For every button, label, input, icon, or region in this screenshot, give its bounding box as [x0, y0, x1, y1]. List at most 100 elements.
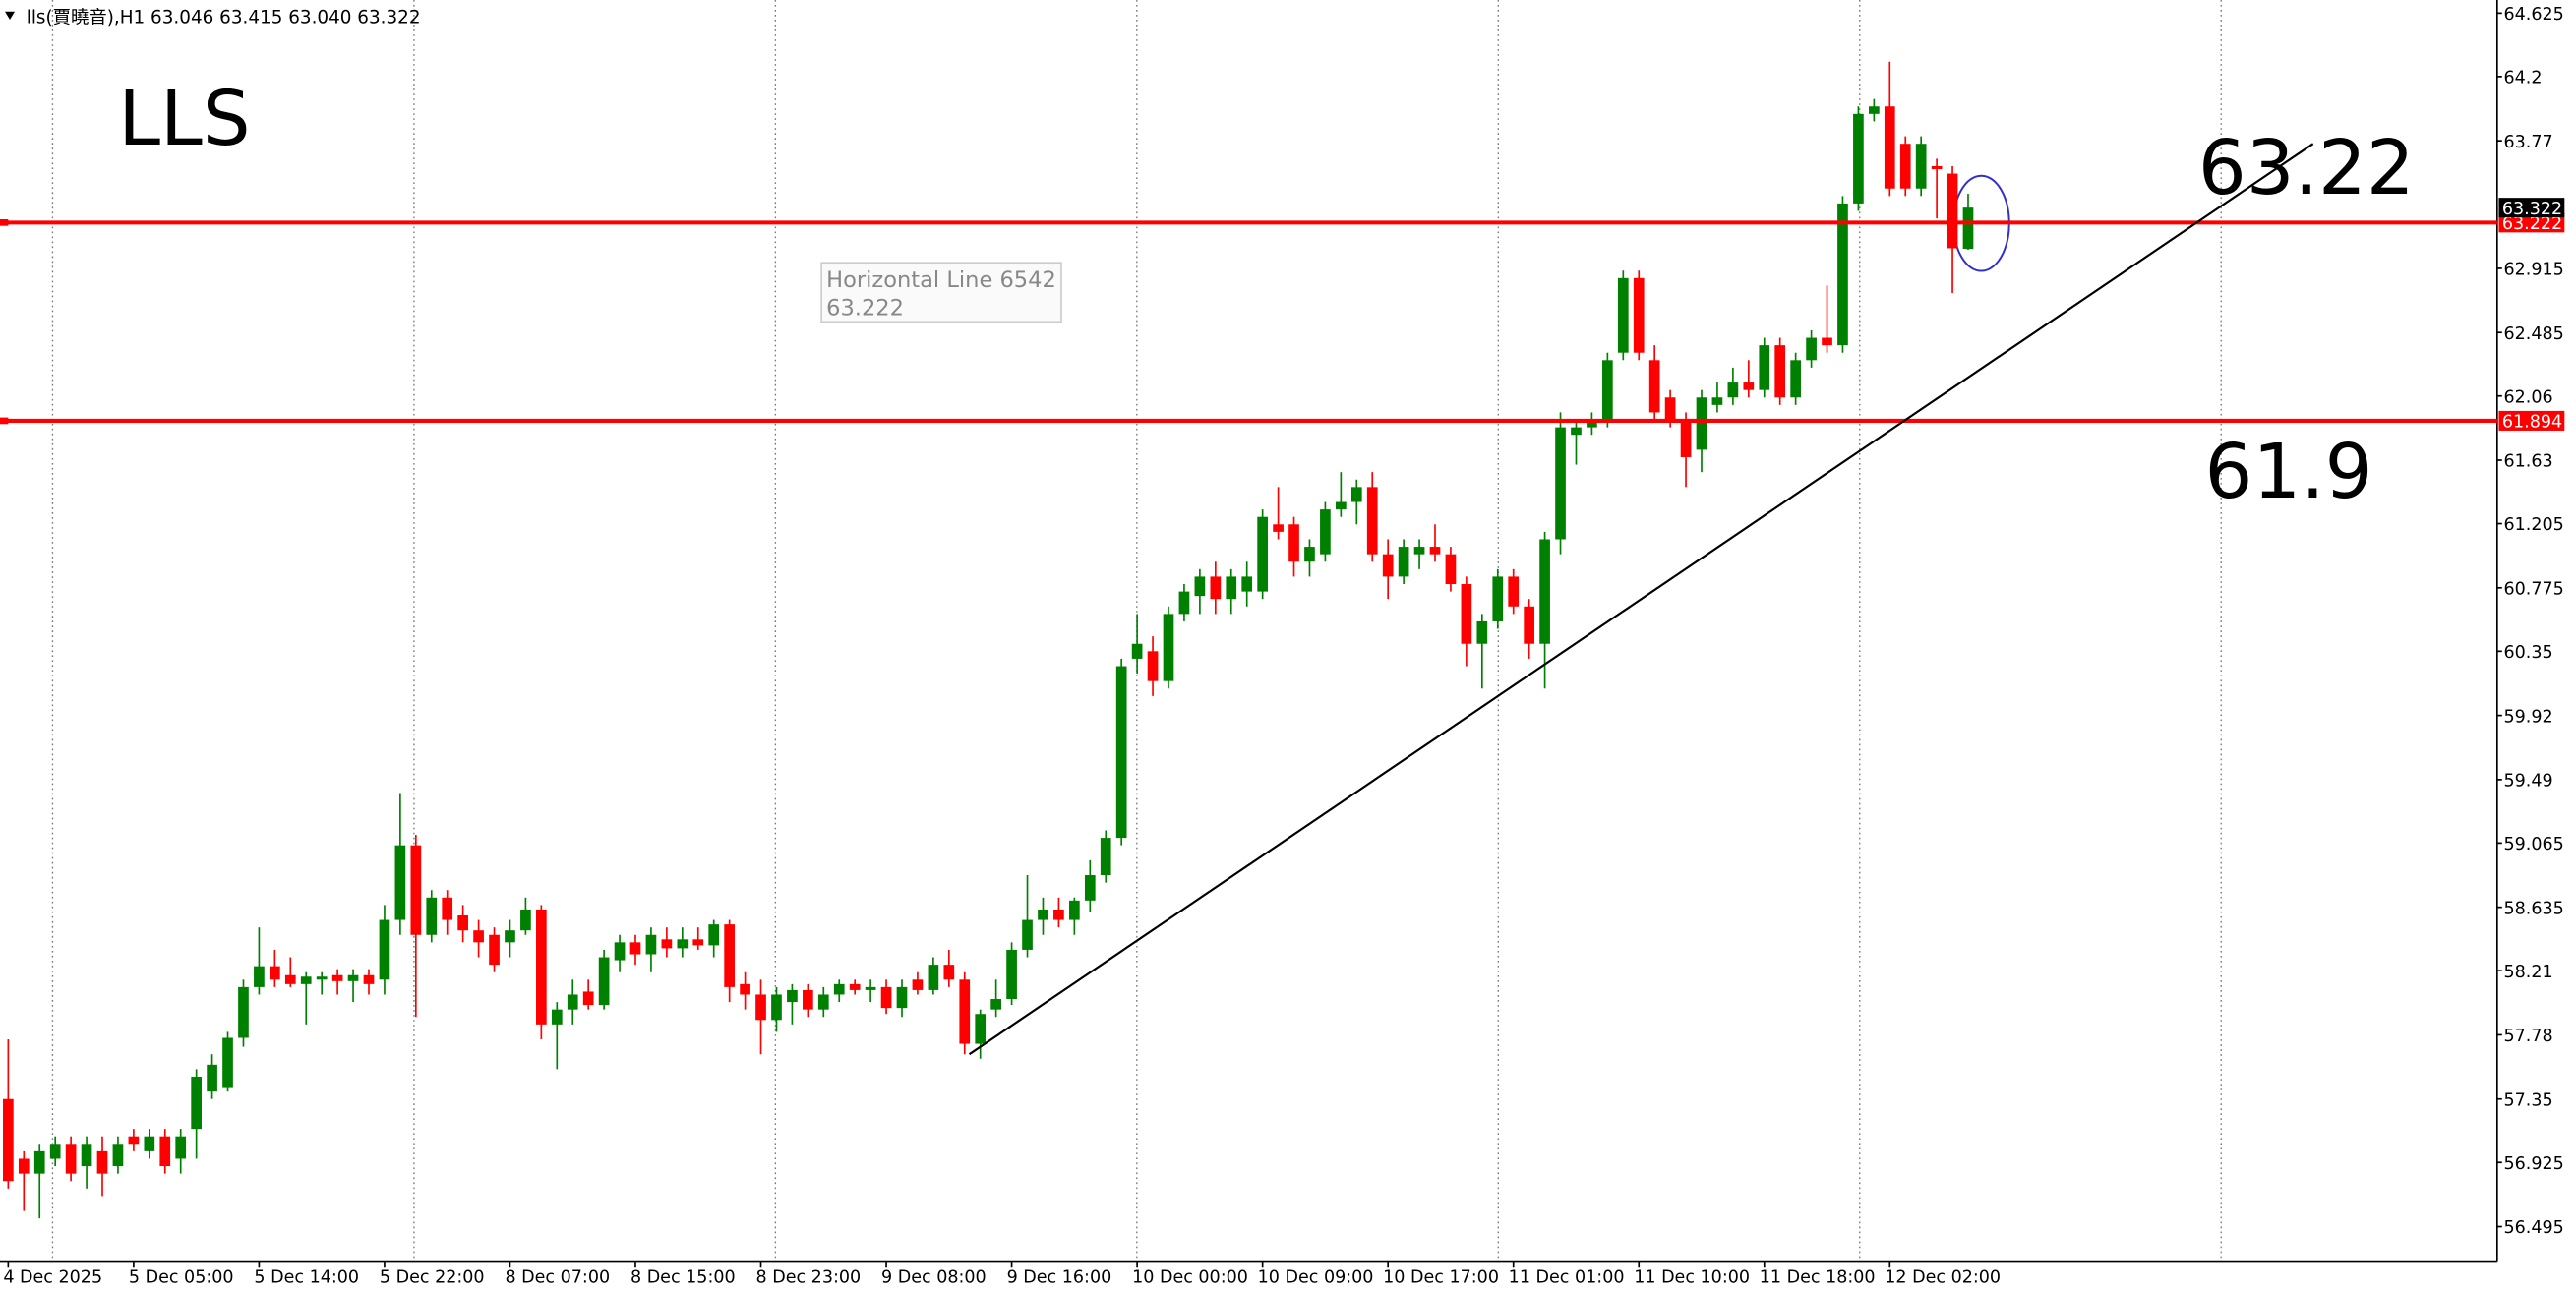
- candle-body: [1524, 606, 1534, 644]
- candle-body: [1492, 576, 1504, 621]
- candle-body: [1508, 576, 1520, 607]
- candle-body: [1806, 337, 1817, 361]
- y-tick-label: 56.495: [2504, 1218, 2564, 1238]
- candle-body: [1226, 576, 1237, 600]
- candle-body: [520, 909, 531, 931]
- y-tick-label: 63.77: [2504, 133, 2553, 152]
- menu-arrow[interactable]: [5, 11, 16, 21]
- y-tick-label: 60.35: [2504, 643, 2553, 663]
- candle-body: [1178, 591, 1190, 615]
- price-tag-label: 61.894: [2502, 413, 2562, 433]
- candle-body: [1947, 173, 1958, 249]
- y-tick-label: 64.625: [2504, 5, 2564, 25]
- candle-body: [1743, 382, 1755, 390]
- candle-body: [1273, 524, 1284, 532]
- candle-body: [1163, 614, 1174, 681]
- candle-body: [1366, 487, 1378, 555]
- line-handle: [0, 219, 9, 226]
- candle-body: [222, 1037, 233, 1088]
- y-tick-label: 60.775: [2504, 579, 2564, 599]
- candle-body: [943, 965, 955, 980]
- candle-body: [1884, 106, 1895, 189]
- candle-body: [270, 966, 280, 980]
- candle-body: [1962, 207, 1974, 250]
- candle-body: [379, 919, 390, 980]
- candle-body: [33, 1150, 45, 1174]
- line-handle: [0, 417, 9, 425]
- candle-body: [1664, 397, 1676, 421]
- x-tick-label: 11 Dec 18:00: [1760, 1267, 1876, 1287]
- y-tick-label: 59.065: [2504, 835, 2564, 854]
- candle-body: [975, 1014, 987, 1044]
- candle-body: [489, 934, 500, 966]
- candle-body: [505, 930, 515, 943]
- y-tick-label: 61.63: [2504, 452, 2553, 472]
- candle-body: [1038, 909, 1048, 920]
- candle-body: [112, 1144, 124, 1167]
- candle-body: [1539, 539, 1550, 644]
- candle-body: [1069, 900, 1080, 920]
- candle-body: [1336, 501, 1347, 510]
- candle-body: [254, 966, 265, 987]
- annotation: 61.9: [2205, 429, 2373, 516]
- candle-body: [394, 845, 406, 920]
- candle-body: [410, 845, 422, 935]
- y-tick-label: 59.92: [2504, 707, 2553, 727]
- x-tick-label: 8 Dec 15:00: [630, 1267, 736, 1287]
- candle-body: [1053, 909, 1064, 920]
- candle-body: [1931, 165, 1943, 169]
- price-tag: [2498, 212, 2565, 233]
- current-price-label: 63.322: [2502, 200, 2562, 219]
- candle-body: [1350, 487, 1362, 502]
- candle-body: [1131, 643, 1143, 659]
- candle-body: [1382, 554, 1394, 577]
- candle-body: [128, 1136, 140, 1145]
- candle-body: [81, 1144, 92, 1167]
- y-tick-label: 62.915: [2504, 261, 2564, 280]
- candle-body: [755, 994, 766, 1021]
- candle-body: [598, 957, 610, 1006]
- candle-body: [1899, 144, 1911, 189]
- candle-body: [1790, 360, 1801, 398]
- x-tick-label: 5 Dec 22:00: [380, 1267, 485, 1287]
- current-price-tag: [2498, 198, 2565, 218]
- candle-body: [1617, 277, 1629, 353]
- chart-title: LLS: [118, 76, 250, 163]
- y-tick-label: 59.49: [2504, 772, 2553, 792]
- x-tick-label: 5 Dec 14:00: [254, 1267, 359, 1287]
- candle-body: [363, 974, 375, 984]
- candle-body: [849, 983, 861, 990]
- candle-body: [1241, 576, 1253, 592]
- y-tick-label: 56.925: [2504, 1154, 2564, 1174]
- candle-body: [582, 991, 594, 1006]
- x-tick-label: 9 Dec 16:00: [1007, 1267, 1112, 1287]
- x-tick-label: 10 Dec 00:00: [1132, 1267, 1248, 1287]
- y-tick-label: 62.485: [2504, 324, 2564, 344]
- candle-body: [1822, 337, 1832, 346]
- tooltip-name: Horizontal Line 6542: [826, 267, 1056, 293]
- candle-body: [1115, 666, 1127, 839]
- candle-body: [771, 994, 782, 1021]
- candle-body: [896, 986, 908, 1009]
- x-tick-label: 4 Dec 2025: [3, 1267, 102, 1287]
- candle-body: [1210, 576, 1222, 600]
- candle-body: [692, 939, 704, 946]
- candle-body: [1555, 427, 1566, 540]
- candle-body: [880, 986, 892, 1009]
- x-tick-label: 10 Dec 17:00: [1383, 1267, 1499, 1287]
- candle-body: [191, 1076, 202, 1130]
- candle-body: [833, 983, 845, 995]
- candle-body: [1680, 420, 1692, 457]
- candle-body: [1022, 919, 1033, 950]
- candle-body: [1084, 875, 1096, 901]
- candle-body: [740, 983, 750, 995]
- candle-body: [817, 994, 829, 1010]
- candle-body: [238, 986, 249, 1038]
- candle-body: [1727, 382, 1739, 398]
- candle-body: [928, 965, 939, 990]
- y-tick-label: 58.635: [2504, 899, 2564, 918]
- candle-body: [1696, 397, 1707, 450]
- candle-body: [912, 979, 924, 990]
- candle-body: [1711, 397, 1723, 405]
